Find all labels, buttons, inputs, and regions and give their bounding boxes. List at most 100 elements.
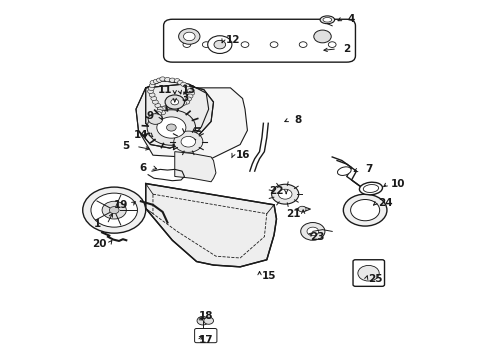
Circle shape bbox=[174, 103, 180, 108]
Circle shape bbox=[184, 100, 190, 104]
Circle shape bbox=[298, 206, 306, 212]
Text: 4: 4 bbox=[348, 14, 355, 24]
Circle shape bbox=[170, 78, 175, 82]
Circle shape bbox=[152, 100, 158, 104]
FancyBboxPatch shape bbox=[195, 329, 217, 343]
Text: 11: 11 bbox=[158, 85, 172, 95]
Circle shape bbox=[162, 106, 168, 110]
Circle shape bbox=[157, 117, 186, 138]
Text: 20: 20 bbox=[93, 239, 107, 249]
Text: 18: 18 bbox=[199, 311, 214, 321]
Text: 7: 7 bbox=[365, 165, 372, 174]
Circle shape bbox=[91, 193, 138, 227]
Circle shape bbox=[214, 40, 225, 49]
Circle shape bbox=[183, 32, 195, 41]
Ellipse shape bbox=[323, 18, 332, 22]
Circle shape bbox=[174, 131, 203, 152]
Text: 16: 16 bbox=[235, 150, 250, 160]
Circle shape bbox=[314, 30, 331, 43]
Circle shape bbox=[189, 91, 195, 95]
Circle shape bbox=[301, 222, 325, 240]
Circle shape bbox=[156, 116, 162, 121]
Circle shape bbox=[147, 110, 196, 145]
Circle shape bbox=[184, 84, 190, 88]
Ellipse shape bbox=[363, 185, 379, 193]
FancyBboxPatch shape bbox=[353, 260, 385, 286]
Text: 9: 9 bbox=[147, 111, 154, 121]
Circle shape bbox=[157, 107, 163, 111]
Circle shape bbox=[307, 227, 318, 236]
Circle shape bbox=[158, 119, 164, 123]
Text: 13: 13 bbox=[182, 85, 196, 95]
Circle shape bbox=[351, 199, 380, 221]
Circle shape bbox=[186, 97, 192, 101]
Circle shape bbox=[299, 42, 307, 48]
Text: 10: 10 bbox=[391, 179, 405, 189]
Circle shape bbox=[177, 80, 183, 85]
Circle shape bbox=[174, 78, 180, 83]
Circle shape bbox=[163, 123, 169, 128]
Circle shape bbox=[328, 42, 336, 48]
Circle shape bbox=[167, 124, 176, 131]
Circle shape bbox=[155, 103, 161, 108]
Text: 25: 25 bbox=[368, 274, 383, 284]
Ellipse shape bbox=[320, 16, 335, 24]
Text: 23: 23 bbox=[311, 232, 325, 242]
Circle shape bbox=[187, 94, 193, 98]
Polygon shape bbox=[175, 152, 216, 182]
Circle shape bbox=[160, 107, 166, 111]
Circle shape bbox=[183, 42, 191, 48]
Text: 3: 3 bbox=[181, 94, 188, 103]
Circle shape bbox=[343, 194, 387, 226]
Polygon shape bbox=[138, 88, 247, 159]
Circle shape bbox=[179, 29, 200, 44]
Text: 1: 1 bbox=[94, 219, 101, 229]
Circle shape bbox=[165, 95, 184, 109]
Circle shape bbox=[181, 136, 196, 147]
Circle shape bbox=[168, 105, 173, 109]
Text: 19: 19 bbox=[114, 200, 129, 210]
Circle shape bbox=[160, 77, 166, 81]
Circle shape bbox=[157, 107, 163, 111]
Circle shape bbox=[155, 114, 161, 118]
Circle shape bbox=[197, 316, 209, 325]
Circle shape bbox=[202, 42, 210, 48]
Circle shape bbox=[186, 86, 192, 91]
Text: 21: 21 bbox=[286, 209, 301, 219]
Circle shape bbox=[156, 109, 162, 114]
Circle shape bbox=[204, 317, 214, 324]
Circle shape bbox=[165, 105, 171, 109]
Text: 14: 14 bbox=[134, 130, 148, 140]
Circle shape bbox=[278, 189, 292, 199]
Circle shape bbox=[241, 42, 249, 48]
Circle shape bbox=[187, 89, 193, 93]
Text: 15: 15 bbox=[262, 271, 276, 281]
Circle shape bbox=[160, 111, 166, 115]
Polygon shape bbox=[146, 84, 214, 145]
Text: 6: 6 bbox=[140, 163, 147, 172]
Circle shape bbox=[181, 101, 187, 105]
Circle shape bbox=[151, 96, 157, 100]
FancyBboxPatch shape bbox=[164, 19, 355, 62]
Circle shape bbox=[171, 104, 177, 108]
Circle shape bbox=[181, 82, 187, 86]
Circle shape bbox=[208, 36, 232, 54]
Text: 5: 5 bbox=[122, 141, 130, 151]
Text: 22: 22 bbox=[269, 186, 284, 195]
Circle shape bbox=[165, 77, 171, 82]
Circle shape bbox=[149, 93, 155, 97]
Circle shape bbox=[177, 102, 183, 107]
Circle shape bbox=[171, 99, 179, 105]
Circle shape bbox=[149, 84, 155, 87]
Text: 17: 17 bbox=[199, 335, 214, 345]
Circle shape bbox=[270, 42, 278, 48]
Circle shape bbox=[161, 122, 167, 127]
Circle shape bbox=[109, 207, 119, 214]
Circle shape bbox=[271, 184, 299, 204]
Circle shape bbox=[148, 114, 163, 124]
Polygon shape bbox=[146, 184, 276, 267]
Ellipse shape bbox=[338, 167, 351, 175]
Polygon shape bbox=[136, 81, 209, 148]
Circle shape bbox=[148, 86, 154, 91]
Circle shape bbox=[153, 79, 159, 84]
